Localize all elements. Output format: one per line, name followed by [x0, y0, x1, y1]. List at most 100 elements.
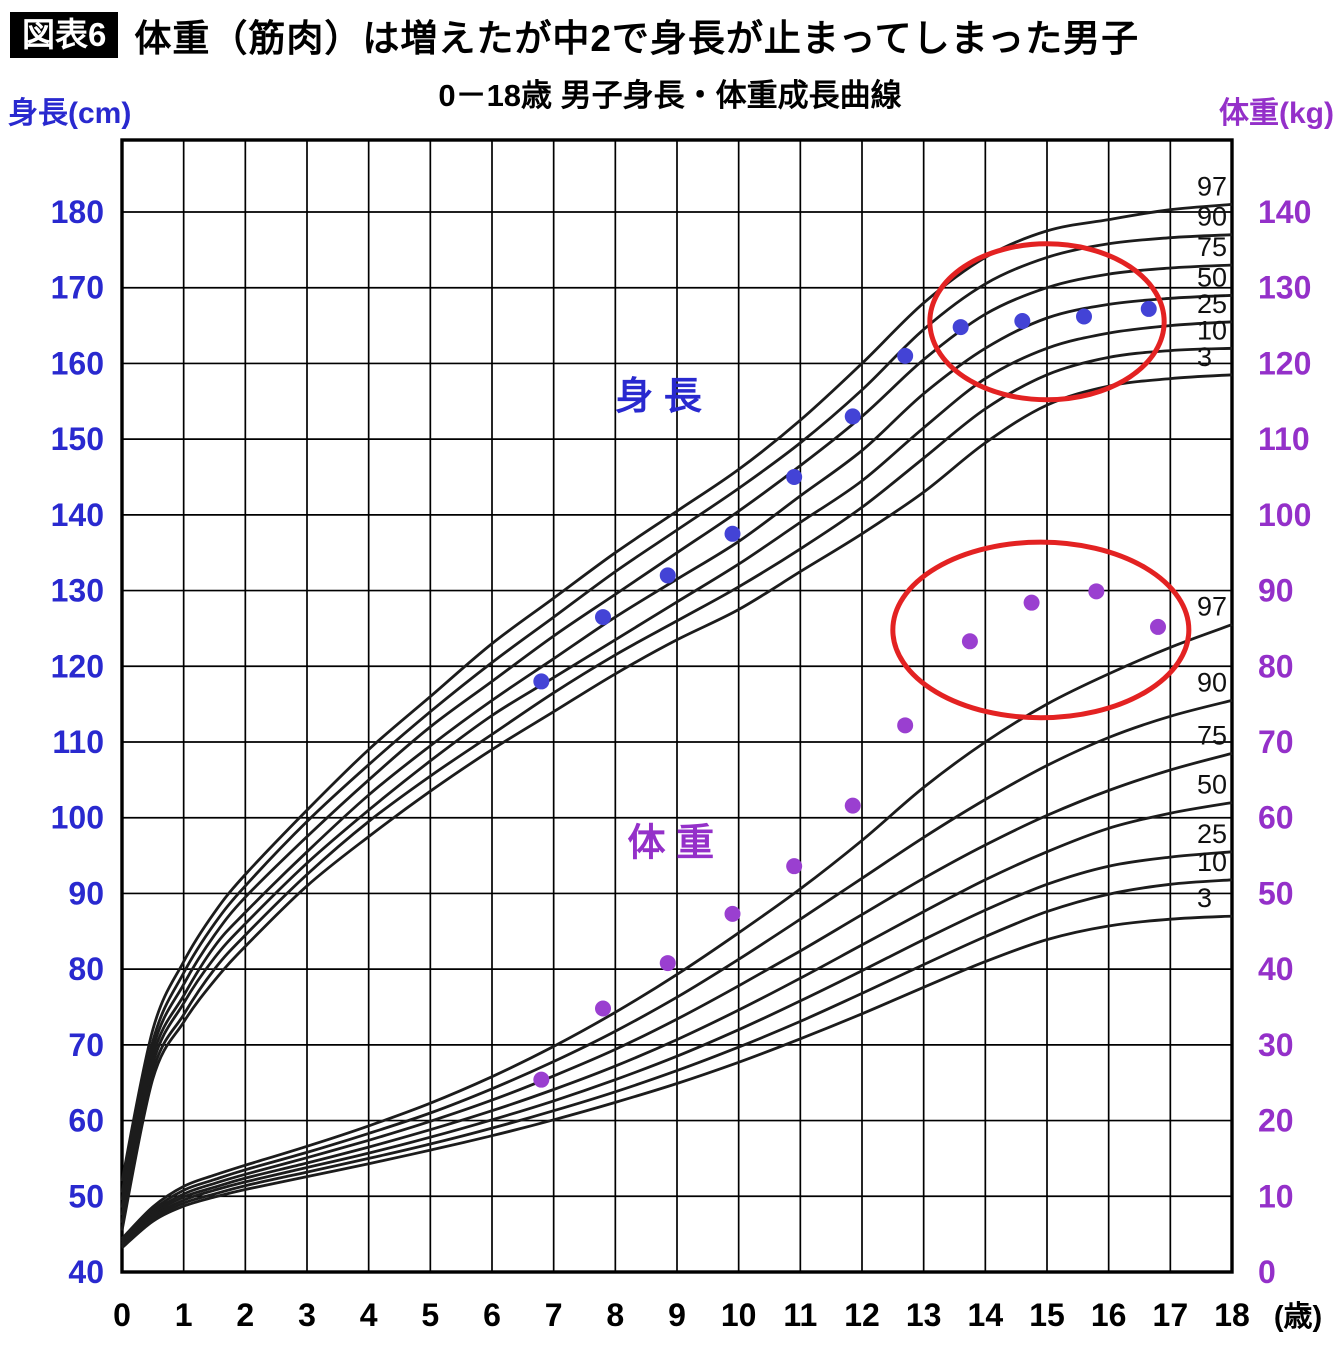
weight-series-label: 体 重 — [628, 823, 715, 865]
x-axis-tick: 8 — [606, 1297, 624, 1333]
x-axis-tick: 18 — [1214, 1297, 1250, 1333]
height-data-point — [1140, 300, 1157, 317]
chart-title: 0－18歳 男子身長・体重成長曲線 — [438, 78, 902, 113]
x-axis-tick: 2 — [236, 1297, 254, 1333]
figure-title: 体重（筋肉）は増えたが中2で身長が止まってしまった男子 — [134, 18, 1140, 59]
right-axis-tick: 30 — [1258, 1027, 1294, 1063]
weight-data-point — [1088, 583, 1105, 600]
weight-curve-label-97: 97 — [1197, 592, 1227, 622]
x-axis-tick: 7 — [545, 1297, 563, 1333]
weight-curve-label-3: 3 — [1197, 883, 1212, 913]
right-axis-tick: 80 — [1258, 648, 1294, 684]
height-curve-label-25: 25 — [1197, 289, 1227, 319]
height-series-label: 身 長 — [615, 376, 703, 418]
weight-highlight-ellipse — [890, 539, 1192, 721]
weight-curve-75 — [121, 752, 1233, 1243]
right-axis-tick: 40 — [1258, 951, 1294, 987]
x-axis-tick: 11 — [783, 1297, 817, 1333]
left-axis-tick: 180 — [51, 194, 104, 230]
height-curve-50 — [120, 293, 1233, 1208]
weight-data-point — [1150, 618, 1166, 635]
x-axis-tick: 9 — [668, 1297, 686, 1333]
right-axis-tick: 140 — [1258, 194, 1311, 230]
x-axis-tick: 10 — [721, 1297, 757, 1333]
height-curve-10 — [120, 346, 1233, 1224]
left-axis-tick: 50 — [68, 1178, 104, 1214]
left-axis-title: 身長(cm) — [8, 97, 132, 130]
left-axis-tick: 160 — [51, 345, 104, 381]
height-data-point — [724, 525, 741, 542]
left-axis-tick: 110 — [52, 724, 104, 760]
right-axis-tick: 130 — [1258, 270, 1311, 306]
height-curve-label-50: 50 — [1197, 262, 1227, 292]
left-axis-tick: 170 — [51, 270, 104, 306]
height-curve-label-97: 97 — [1197, 171, 1227, 201]
weight-data-point — [659, 955, 676, 972]
height-curve-3 — [120, 373, 1233, 1231]
weight-curve-label-10: 10 — [1197, 847, 1227, 877]
left-axis-tick: 120 — [51, 648, 104, 684]
weight-data-point — [595, 1000, 611, 1017]
left-axis-tick: 130 — [51, 573, 104, 609]
x-axis-tick: 13 — [906, 1297, 942, 1333]
weight-curve-label-25: 25 — [1197, 819, 1227, 849]
weight-curve-label-75: 75 — [1197, 720, 1227, 750]
x-axis-tick: 4 — [360, 1297, 378, 1333]
x-axis-tick: 5 — [421, 1297, 439, 1333]
height-data-point — [1014, 313, 1031, 330]
x-axis-tick: 3 — [298, 1297, 316, 1333]
weight-curve-label-50: 50 — [1197, 770, 1227, 800]
weight-curve-97 — [120, 623, 1233, 1240]
height-data-point — [897, 347, 914, 364]
right-axis-tick: 110 — [1258, 421, 1310, 457]
x-axis-tick: 16 — [1091, 1297, 1127, 1333]
height-data-point — [844, 408, 861, 425]
x-axis-tick: 0 — [113, 1297, 131, 1333]
x-axis-tick: 17 — [1153, 1297, 1189, 1333]
height-curve-75 — [120, 263, 1233, 1201]
weight-data-point — [897, 717, 914, 734]
height-curve-label-90: 90 — [1197, 202, 1227, 232]
weight-curve-25 — [121, 850, 1233, 1246]
right-axis-tick: 10 — [1258, 1178, 1294, 1214]
x-axis-tick: 15 — [1029, 1297, 1065, 1333]
weight-data-point — [724, 905, 741, 922]
right-axis-title: 体重(kg) — [1219, 97, 1334, 130]
right-axis-tick: 50 — [1258, 875, 1294, 911]
right-axis-tick: 120 — [1258, 345, 1311, 381]
right-axis-tick: 70 — [1258, 724, 1294, 760]
weight-data-point — [786, 858, 803, 875]
height-curve-25 — [120, 320, 1233, 1216]
left-axis-tick: 150 — [51, 421, 104, 457]
left-axis-tick: 70 — [68, 1027, 104, 1063]
figure-header: 図表6 体重（筋肉）は増えたが中2で身長が止まってしまった男子 — [10, 8, 1139, 62]
x-axis-tick: 1 — [175, 1297, 193, 1333]
right-axis-tick: 0 — [1258, 1254, 1276, 1290]
weight-data-point — [844, 797, 861, 814]
weight-data-point — [961, 633, 978, 650]
weight-data-point — [1023, 594, 1040, 611]
left-axis-tick: 80 — [68, 951, 104, 987]
plot-frame — [120, 138, 1234, 1274]
right-axis-tick: 60 — [1258, 800, 1294, 836]
weight-curve-50 — [121, 801, 1233, 1245]
right-axis-tick: 100 — [1258, 497, 1311, 533]
x-axis-tick: 6 — [483, 1297, 501, 1333]
weight-curve-10 — [121, 878, 1233, 1248]
height-curve-label-75: 75 — [1197, 232, 1227, 262]
weight-data-point — [533, 1071, 550, 1088]
x-axis-unit: (歳) — [1274, 1300, 1322, 1333]
figure-tag: 図表6 — [10, 12, 119, 58]
height-data-point — [952, 319, 969, 336]
x-axis-tick: 12 — [844, 1297, 880, 1333]
left-axis-tick: 140 — [51, 497, 104, 533]
height-curve-label-3: 3 — [1197, 342, 1212, 372]
height-data-point — [1076, 308, 1092, 325]
weight-curve-3 — [121, 914, 1233, 1249]
height-curve-label-10: 10 — [1197, 315, 1227, 345]
height-curve-90 — [120, 233, 1233, 1193]
height-highlight-ellipse — [927, 241, 1167, 403]
height-data-point — [595, 609, 611, 626]
